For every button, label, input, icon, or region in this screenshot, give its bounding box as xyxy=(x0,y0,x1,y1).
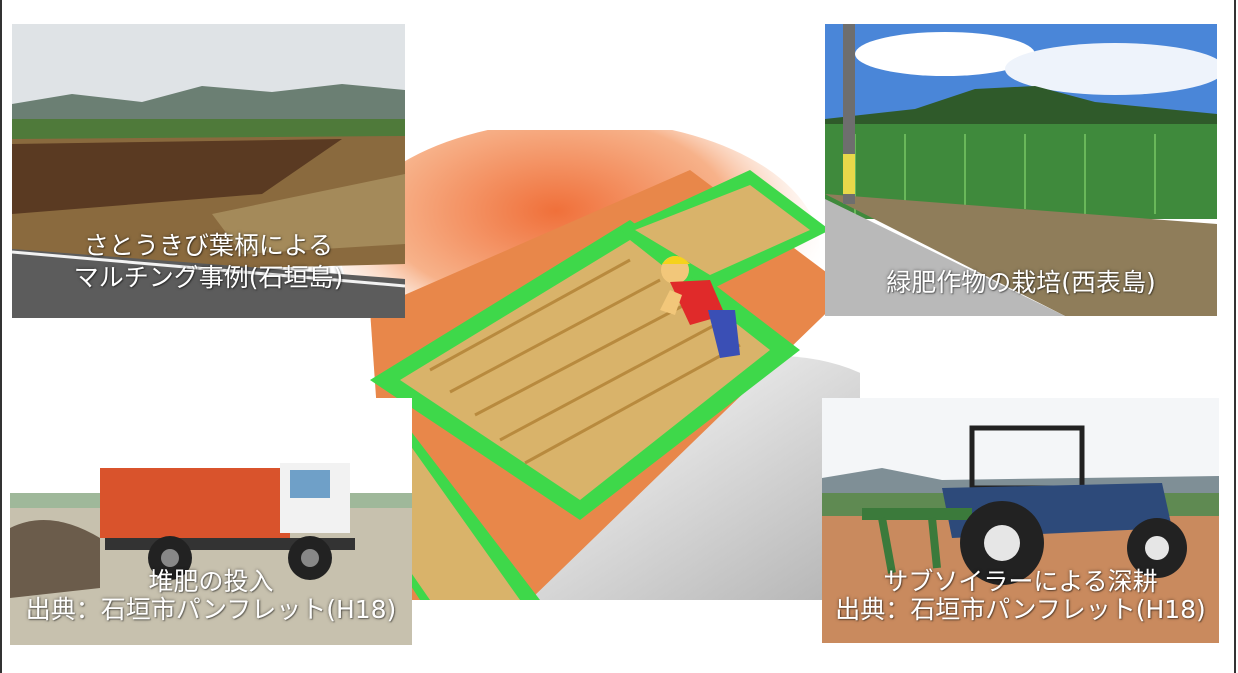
caption-compost-line1: 堆肥の投入 xyxy=(148,567,274,596)
photo-subsoiler-tillage: サブソイラーによる深耕 出典：石垣市パンフレット(H18) xyxy=(822,398,1219,643)
caption-mulching-line1: さとうきび葉柄による xyxy=(83,231,334,260)
caption-mulching-line2: マルチング事例(石垣島) xyxy=(73,263,344,292)
photo-compost-application: 堆肥の投入 出典：石垣市パンフレット(H18) xyxy=(10,398,412,645)
slide-border-left xyxy=(0,0,2,673)
caption-subsoiler-line1: サブソイラーによる深耕 xyxy=(883,567,1158,596)
photo-green-manure: 緑肥作物の栽培(西表島) xyxy=(825,24,1217,316)
caption-green-manure: 緑肥作物の栽培(西表島) xyxy=(886,268,1156,297)
caption-subsoiler-line2: 出典：石垣市パンフレット(H18) xyxy=(835,595,1206,624)
caption-compost-line2: 出典：石垣市パンフレット(H18) xyxy=(25,595,397,624)
slide-border-right xyxy=(1234,0,1236,673)
photo-mulching-example: さとうきび葉柄による マルチング事例(石垣島) xyxy=(12,24,405,318)
